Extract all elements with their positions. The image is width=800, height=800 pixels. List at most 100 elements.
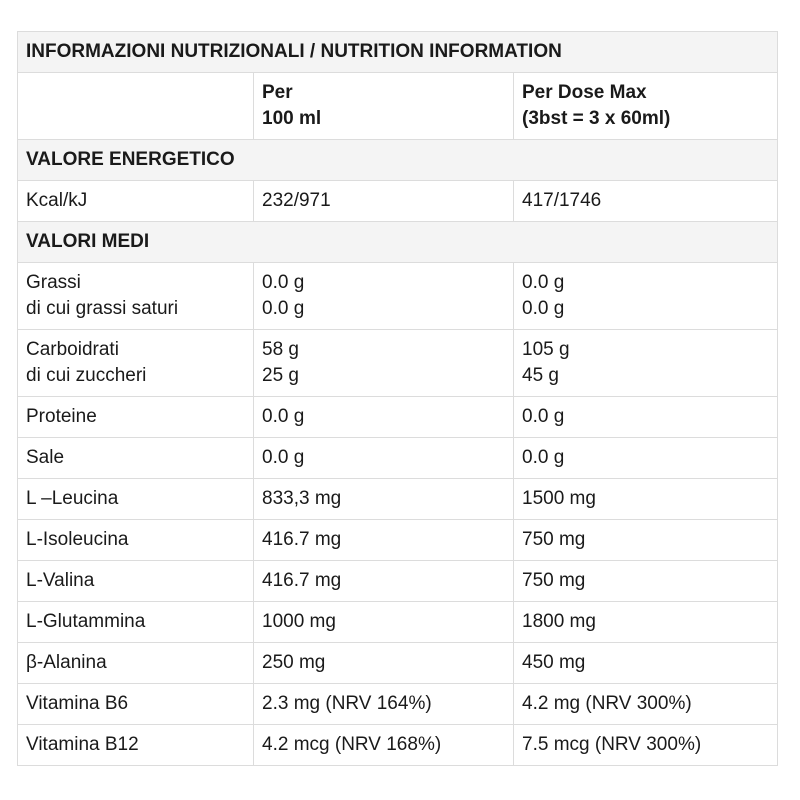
nutrient-label: Proteine bbox=[17, 396, 254, 438]
section-title-energy: VALORE ENERGETICO bbox=[16, 139, 779, 181]
section-header-energy: VALORE ENERGETICO bbox=[16, 139, 779, 181]
nutrient-per-100ml: 4.2 mcg (NRV 168%) bbox=[253, 724, 514, 766]
nutrient-per-100ml: 0.0 g bbox=[253, 437, 514, 479]
table-row: β-Alanina 250 mg 450 mg bbox=[17, 642, 779, 684]
nutrient-per-dose-line: 0.0 g bbox=[522, 447, 565, 468]
column-header-per-dose-line: (3bst = 3 x 60ml) bbox=[522, 108, 671, 129]
table-row: Sale 0.0 g 0.0 g bbox=[17, 437, 779, 479]
nutrient-label-line: L –Leucina bbox=[26, 488, 119, 509]
nutrient-label-line: Sale bbox=[26, 447, 65, 468]
nutrient-per-dose: 7.5 mcg (NRV 300%) bbox=[512, 724, 779, 766]
energy-per-100ml: 232/971 bbox=[253, 180, 514, 222]
table-title-row: INFORMAZIONI NUTRIZIONALI / NUTRITION IN… bbox=[16, 31, 779, 73]
nutrient-label-line: L-Valina bbox=[26, 570, 95, 591]
column-header-row: Per 100 ml Per Dose Max (3bst = 3 x 60ml… bbox=[17, 72, 779, 140]
nutrient-per-100ml-line: 4.2 mcg (NRV 168%) bbox=[262, 734, 442, 755]
nutrient-label: L –Leucina bbox=[17, 478, 254, 520]
nutrient-per-dose-line: 750 mg bbox=[522, 570, 586, 591]
nutrient-per-dose-line: 105 g bbox=[522, 339, 570, 360]
section-header-averages: VALORI MEDI bbox=[16, 221, 779, 263]
column-header-per-100ml-line: Per bbox=[262, 82, 293, 103]
nutrient-label-line: di cui grassi saturi bbox=[26, 298, 179, 319]
table-row: Proteine 0.0 g 0.0 g bbox=[17, 396, 779, 438]
nutrient-per-100ml-line: 0.0 g bbox=[262, 298, 305, 319]
nutrient-per-dose-line: 4.2 mg (NRV 300%) bbox=[522, 693, 692, 714]
nutrient-label: β-Alanina bbox=[17, 642, 254, 684]
nutrient-per-100ml: 416.7 mg bbox=[253, 560, 514, 602]
nutrient-per-100ml: 833,3 mg bbox=[253, 478, 514, 520]
section-title-averages: VALORI MEDI bbox=[16, 221, 779, 263]
energy-per-dose: 417/1746 bbox=[512, 180, 779, 222]
column-header-label bbox=[17, 72, 254, 140]
nutrient-per-dose: 4.2 mg (NRV 300%) bbox=[512, 683, 779, 725]
nutrient-per-100ml-line: 416.7 mg bbox=[262, 570, 342, 591]
column-header-per-100ml-line: 100 ml bbox=[262, 108, 322, 129]
nutrient-label: L-Valina bbox=[17, 560, 254, 602]
nutrient-per-dose-line: 1800 mg bbox=[522, 611, 596, 632]
table-row: Vitamina B12 4.2 mcg (NRV 168%) 7.5 mcg (N… bbox=[17, 724, 779, 766]
nutrient-label-line: Vitamina B12 bbox=[26, 734, 139, 755]
column-header-per-dose: Per Dose Max (3bst = 3 x 60ml) bbox=[512, 72, 779, 140]
nutrient-per-100ml-line: 416.7 mg bbox=[262, 529, 342, 550]
nutrient-per-dose: 0.0 g bbox=[512, 437, 779, 479]
nutrient-label-line: di cui zuccheri bbox=[26, 365, 147, 386]
table-row: L-Isoleucina 416.7 mg 750 mg bbox=[17, 519, 779, 561]
nutrient-per-dose: 0.0 g 0.0 g bbox=[512, 262, 779, 330]
nutrient-label: Vitamina B12 bbox=[17, 724, 254, 766]
nutrient-per-dose-line: 0.0 g bbox=[522, 298, 565, 319]
table-row-energy: Kcal/kJ 232/971 417/1746 bbox=[17, 180, 779, 222]
nutrient-per-dose: 750 mg bbox=[512, 519, 779, 561]
table-row: Vitamina B6 2.3 mg (NRV 164%) 4.2 mg (NRV … bbox=[17, 683, 779, 725]
nutrient-label: Grassi di cui grassi saturi bbox=[17, 262, 254, 330]
nutrient-per-dose-line: 450 mg bbox=[522, 652, 586, 673]
nutrient-per-100ml: 250 mg bbox=[253, 642, 514, 684]
table-row: L –Leucina 833,3 mg 1500 mg bbox=[17, 478, 779, 520]
nutrient-per-100ml-line: 0.0 g bbox=[262, 447, 305, 468]
nutrient-per-100ml: 0.0 g bbox=[253, 396, 514, 438]
nutrient-per-100ml: 58 g 25 g bbox=[253, 329, 514, 397]
nutrient-per-100ml-line: 0.0 g bbox=[262, 406, 305, 427]
nutrient-per-dose: 105 g 45 g bbox=[512, 329, 779, 397]
nutrient-label-line: Grassi bbox=[26, 272, 81, 293]
nutrient-per-100ml-line: 1000 mg bbox=[262, 611, 336, 632]
nutrient-label-line: L-Isoleucina bbox=[26, 529, 129, 550]
nutrient-label-line: L-Glutammina bbox=[26, 611, 146, 632]
nutrient-per-100ml-line: 58 g bbox=[262, 339, 299, 360]
nutrient-per-dose-line: 45 g bbox=[522, 365, 559, 386]
nutrient-per-dose-line: 0.0 g bbox=[522, 406, 565, 427]
nutrient-label: L-Glutammina bbox=[17, 601, 254, 643]
nutrient-per-100ml-line: 25 g bbox=[262, 365, 299, 386]
nutrient-per-100ml: 2.3 mg (NRV 164%) bbox=[253, 683, 514, 725]
nutrient-label: Sale bbox=[17, 437, 254, 479]
nutrient-per-dose: 0.0 g bbox=[512, 396, 779, 438]
table-row: L-Valina 416.7 mg 750 mg bbox=[17, 560, 779, 602]
energy-label: Kcal/kJ bbox=[17, 180, 254, 222]
nutrient-per-100ml: 0.0 g 0.0 g bbox=[253, 262, 514, 330]
column-header-per-100ml: Per 100 ml bbox=[253, 72, 514, 140]
nutrient-label: L-Isoleucina bbox=[17, 519, 254, 561]
nutrient-per-100ml-line: 2.3 mg (NRV 164%) bbox=[262, 693, 432, 714]
nutrient-label-line: Vitamina B6 bbox=[26, 693, 129, 714]
nutrient-per-100ml: 1000 mg bbox=[253, 601, 514, 643]
nutrient-label-line: β-Alanina bbox=[26, 652, 107, 673]
table-row: Carboidrati di cui zuccheri 58 g 25 g 105 g 4… bbox=[17, 329, 779, 397]
nutrient-per-100ml-line: 833,3 mg bbox=[262, 488, 342, 509]
nutrient-label-line: Proteine bbox=[26, 406, 97, 427]
column-header-per-dose-line: Per Dose Max bbox=[522, 82, 647, 103]
nutrient-per-dose: 450 mg bbox=[512, 642, 779, 684]
nutrition-table-body: INFORMAZIONI NUTRIZIONALI / NUTRITION IN… bbox=[16, 31, 779, 766]
table-title: INFORMAZIONI NUTRIZIONALI / NUTRITION IN… bbox=[16, 31, 779, 73]
nutrient-per-dose: 1500 mg bbox=[512, 478, 779, 520]
table-row: L-Glutammina 1000 mg 1800 mg bbox=[17, 601, 779, 643]
nutrient-per-dose: 750 mg bbox=[512, 560, 779, 602]
nutrient-per-dose-line: 750 mg bbox=[522, 529, 586, 550]
nutrient-per-100ml-line: 250 mg bbox=[262, 652, 326, 673]
nutrient-per-dose-line: 1500 mg bbox=[522, 488, 596, 509]
nutrient-label: Vitamina B6 bbox=[17, 683, 254, 725]
nutrient-per-100ml: 416.7 mg bbox=[253, 519, 514, 561]
nutrient-per-dose: 1800 mg bbox=[512, 601, 779, 643]
nutrient-per-dose-line: 7.5 mcg (NRV 300%) bbox=[522, 734, 702, 755]
nutrient-per-dose-line: 0.0 g bbox=[522, 272, 565, 293]
nutrition-table: INFORMAZIONI NUTRIZIONALI / NUTRITION IN… bbox=[16, 31, 779, 766]
nutrient-label-line: Carboidrati bbox=[26, 339, 119, 360]
